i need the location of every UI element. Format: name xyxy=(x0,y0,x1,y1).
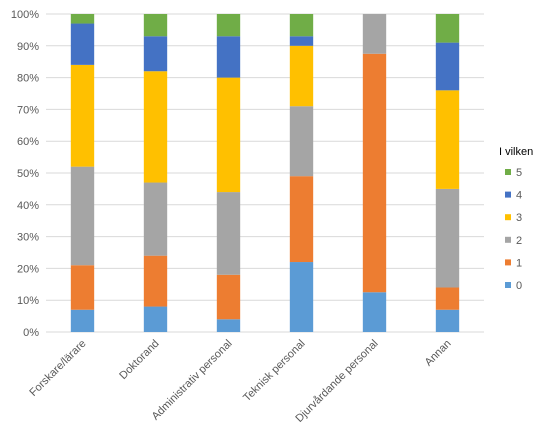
y-tick-label: 90% xyxy=(17,41,39,53)
bar-segment xyxy=(70,166,95,266)
bar-segment xyxy=(289,262,314,332)
legend-title: I vilken xyxy=(499,146,533,158)
bar-segment xyxy=(289,106,314,177)
gridlines xyxy=(46,13,484,333)
y-tick-label: 0% xyxy=(23,327,39,339)
y-tick-label: 100% xyxy=(11,9,39,21)
y-tick-label: 60% xyxy=(17,136,39,148)
bar-segment xyxy=(70,309,95,332)
legend-swatch xyxy=(505,169,511,175)
bar-segment xyxy=(70,14,95,24)
x-tick-label: Annan xyxy=(423,338,454,369)
bar-segment xyxy=(216,36,241,78)
bar-segment xyxy=(435,287,460,310)
legend-swatch xyxy=(505,282,511,288)
x-tick-label: Forskare/lärare xyxy=(27,338,88,399)
y-tick-label: 40% xyxy=(17,200,39,212)
bar-segment xyxy=(143,306,168,332)
y-tick-label: 50% xyxy=(17,168,39,180)
x-tick-label: Doktorand xyxy=(117,338,161,382)
x-tick-label: Djurvårdande personal xyxy=(293,338,380,425)
legend-swatch xyxy=(505,236,511,243)
legend-swatch xyxy=(505,191,511,198)
y-tick-label: 10% xyxy=(17,295,39,307)
legend: I vilken 5 4 3 2 1 0 xyxy=(499,146,533,292)
bar-segment xyxy=(216,274,241,320)
y-tick-label: 30% xyxy=(17,232,39,244)
bar-segment xyxy=(70,265,95,310)
legend-label: 5 xyxy=(516,167,522,179)
bar-segment xyxy=(362,53,387,293)
bars xyxy=(70,14,460,332)
legend-label: 3 xyxy=(516,212,522,224)
y-tick-label: 20% xyxy=(17,263,39,275)
bar-segment xyxy=(143,255,168,307)
legend-label: 4 xyxy=(516,190,522,202)
bar-segment xyxy=(143,36,168,72)
bar-segment xyxy=(289,36,314,46)
y-axis-ticks: 0% 10% 20% 30% 40% 50% 60% 70% 80% 90% 100% xyxy=(11,9,39,339)
y-tick-label: 70% xyxy=(17,104,39,116)
legend-swatch xyxy=(505,259,511,266)
bar-segment xyxy=(435,14,460,43)
bar-segment xyxy=(143,14,168,37)
x-tick-label: Teknisk personal xyxy=(241,338,307,404)
legend-label: 1 xyxy=(516,257,522,269)
bar-segment xyxy=(143,182,168,256)
bar-segment xyxy=(70,64,95,167)
x-tick-label: Administrativ personal xyxy=(150,338,235,423)
bar-segment xyxy=(435,42,460,91)
bar-segment xyxy=(435,90,460,189)
bar-segment xyxy=(216,77,241,193)
legend-swatch xyxy=(505,214,511,221)
bar-segment xyxy=(362,292,387,332)
y-tick-label: 80% xyxy=(17,73,39,85)
bar-segment xyxy=(216,14,241,37)
bar-segment xyxy=(143,71,168,183)
legend-label: 0 xyxy=(516,280,522,292)
bar-segment xyxy=(362,14,387,54)
bar-segment xyxy=(435,309,460,332)
bar-segment xyxy=(216,319,241,332)
bar-segment xyxy=(435,188,460,288)
bar-segment xyxy=(216,192,241,275)
bar-segment xyxy=(289,14,314,37)
legend-label: 2 xyxy=(516,235,522,247)
bar-segment xyxy=(289,45,314,107)
bar-segment xyxy=(289,176,314,263)
bar-segment xyxy=(70,23,95,65)
